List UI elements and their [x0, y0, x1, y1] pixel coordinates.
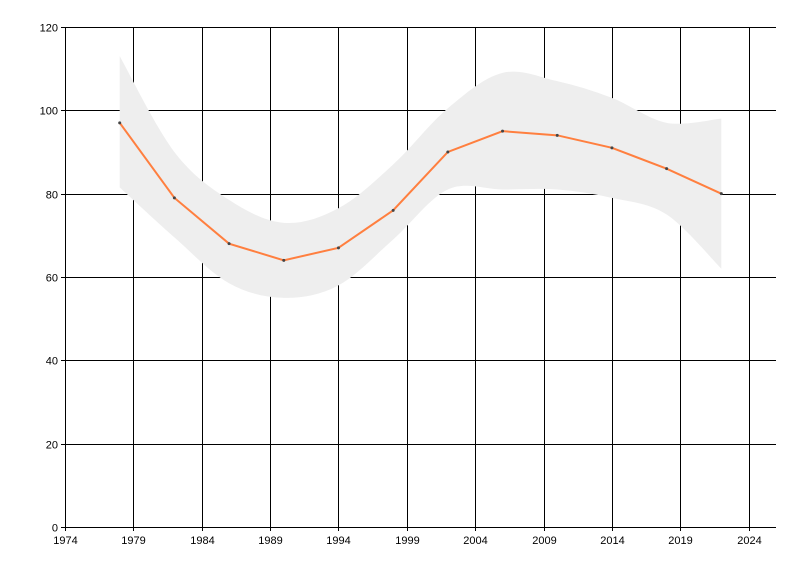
axes: 1974 1979 1984 1989 1994 1999 2004 2009 2014 2019… [40, 23, 776, 547]
y-tick-label: 20 [46, 440, 58, 452]
x-tick-label: 1999 [395, 535, 419, 547]
y-tick-label: 60 [46, 273, 58, 285]
x-tick-label: 2019 [668, 535, 692, 547]
x-tick-label: 1989 [258, 535, 282, 547]
y-tick-label: 100 [40, 106, 58, 118]
data-point [719, 192, 723, 196]
y-tick-label: 40 [46, 356, 58, 368]
x-tick-label: 2009 [532, 535, 556, 547]
x-tick-label: 2014 [600, 535, 624, 547]
data-point [665, 167, 669, 171]
data-point [336, 246, 340, 250]
data-point [227, 242, 231, 246]
data-point [391, 208, 395, 212]
data-point [118, 121, 122, 125]
data-point [610, 146, 614, 150]
data-point [501, 129, 505, 133]
y-tick-label: 80 [46, 190, 58, 202]
data-point [172, 196, 176, 200]
x-tick-label: 2004 [463, 535, 487, 547]
x-tick-label: 1979 [121, 535, 145, 547]
x-tick-label: 1984 [190, 535, 214, 547]
grid [61, 27, 776, 531]
x-tick-label: 1994 [326, 535, 350, 547]
data-point [555, 133, 559, 137]
x-tick-label: 1974 [53, 535, 77, 547]
x-tick-label: 2024 [737, 535, 761, 547]
data-point [446, 150, 450, 154]
series [118, 121, 723, 262]
series-line [118, 122, 722, 262]
confidence-band [119, 56, 722, 298]
data-point [282, 258, 286, 262]
y-tick-label: 0 [52, 523, 58, 535]
y-tick-label: 120 [40, 23, 58, 35]
